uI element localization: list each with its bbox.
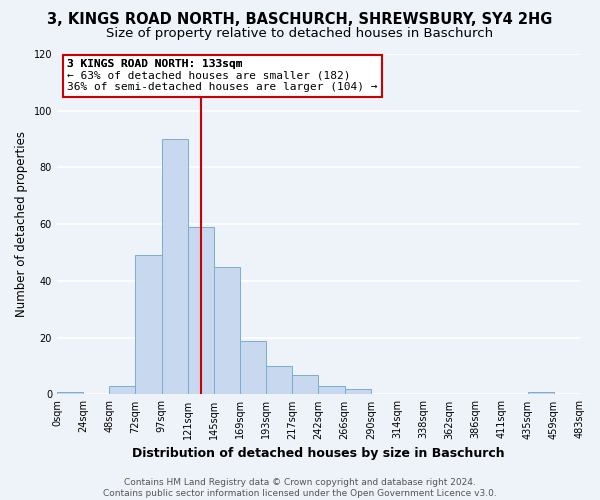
Bar xyxy=(240,340,266,394)
Bar xyxy=(214,267,240,394)
Bar xyxy=(266,366,292,394)
X-axis label: Distribution of detached houses by size in Baschurch: Distribution of detached houses by size … xyxy=(132,447,505,460)
Bar xyxy=(57,392,83,394)
Bar xyxy=(136,256,161,394)
Text: 3 KINGS ROAD NORTH: 133sqm
← 63% of detached houses are smaller (182)
36% of sem: 3 KINGS ROAD NORTH: 133sqm ← 63% of deta… xyxy=(67,59,378,92)
Text: Size of property relative to detached houses in Baschurch: Size of property relative to detached ho… xyxy=(106,28,494,40)
Bar xyxy=(292,374,319,394)
Bar xyxy=(161,139,188,394)
Text: Contains HM Land Registry data © Crown copyright and database right 2024.
Contai: Contains HM Land Registry data © Crown c… xyxy=(103,478,497,498)
Bar xyxy=(344,389,371,394)
Text: 3 KINGS ROAD NORTH: 133sqm: 3 KINGS ROAD NORTH: 133sqm xyxy=(67,59,243,104)
Bar xyxy=(188,227,214,394)
Bar xyxy=(109,386,136,394)
Bar xyxy=(319,386,344,394)
Text: 3, KINGS ROAD NORTH, BASCHURCH, SHREWSBURY, SY4 2HG: 3, KINGS ROAD NORTH, BASCHURCH, SHREWSBU… xyxy=(47,12,553,28)
Y-axis label: Number of detached properties: Number of detached properties xyxy=(15,131,28,317)
Bar xyxy=(527,392,554,394)
